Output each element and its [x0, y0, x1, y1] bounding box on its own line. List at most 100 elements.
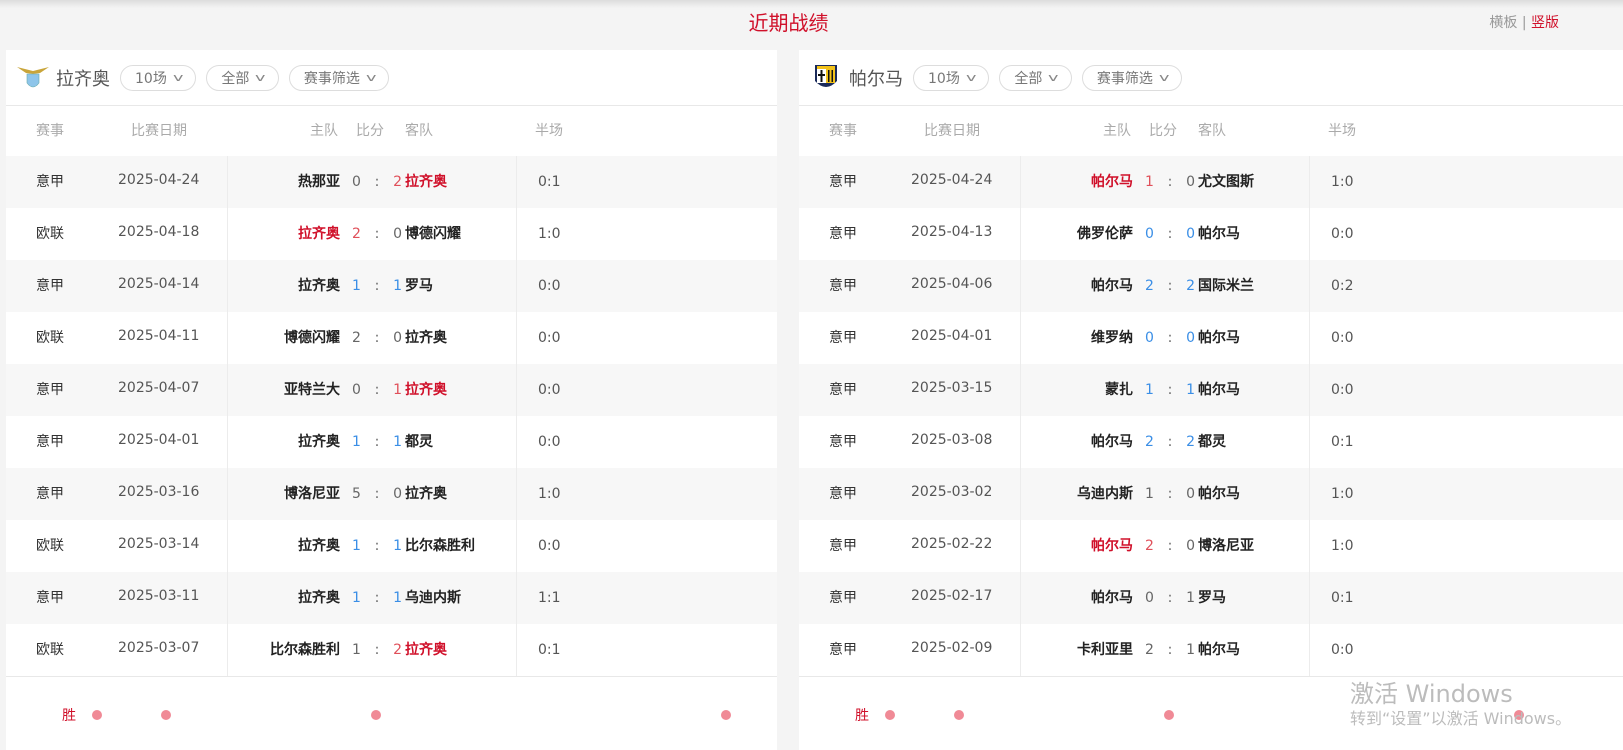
match-date: 2025-03-11 — [118, 588, 200, 604]
home-team[interactable]: 比尔森胜利 — [270, 642, 340, 658]
away-team[interactable]: 拉齐奥 — [405, 382, 447, 398]
match-row[interactable]: 意甲 2025-02-22 帕尔马 2:0 博洛尼亚 1:0 — [799, 520, 1623, 572]
home-team[interactable]: 卡利亚里 — [1077, 642, 1133, 658]
league-filter-dropdown[interactable]: 赛事筛选 v — [288, 64, 390, 91]
view-separator: | — [1521, 15, 1527, 31]
home-score: 2 — [352, 330, 361, 346]
home-team[interactable]: 帕尔马 — [1091, 538, 1133, 554]
divider — [516, 624, 517, 676]
divider — [516, 208, 517, 260]
home-team[interactable]: 帕尔马 — [1091, 174, 1133, 190]
home-team[interactable]: 博洛尼亚 — [284, 486, 340, 502]
home-team[interactable]: 拉齐奥 — [298, 278, 340, 294]
match-score: 0:0 — [1145, 208, 1195, 260]
match-row[interactable]: 意甲 2025-04-01 维罗纳 0:0 帕尔马 0:0 — [799, 312, 1623, 364]
home-score: 0 — [1145, 330, 1154, 346]
away-team[interactable]: 拉齐奥 — [405, 174, 447, 190]
home-team[interactable]: 乌迪内斯 — [1077, 486, 1133, 502]
score-colon: : — [1167, 382, 1173, 398]
home-team[interactable]: 帕尔马 — [1091, 278, 1133, 294]
away-score: 1 — [393, 278, 402, 294]
dropdown-label: 赛事筛选 — [1096, 70, 1153, 87]
match-row[interactable]: 意甲 2025-04-07 亚特兰大 0:1 拉齐奥 0:0 — [6, 364, 777, 416]
home-team[interactable]: 拉齐奥 — [298, 590, 340, 606]
away-team[interactable]: 尤文图斯 — [1198, 174, 1254, 190]
home-score: 2 — [1145, 278, 1154, 294]
away-team[interactable]: 乌迪内斯 — [405, 590, 461, 606]
away-team[interactable]: 拉齐奥 — [405, 642, 447, 658]
home-team[interactable]: 拉齐奥 — [298, 434, 340, 450]
away-team[interactable]: 帕尔马 — [1198, 486, 1240, 502]
divider — [1020, 468, 1021, 520]
away-team[interactable]: 帕尔马 — [1198, 642, 1240, 658]
match-count-dropdown[interactable]: 10场 v — [120, 64, 197, 91]
match-row[interactable]: 意甲 2025-03-11 拉齐奥 1:1 乌迪内斯 1:1 — [6, 572, 777, 624]
home-team[interactable]: 蒙扎 — [1105, 382, 1133, 398]
match-league: 意甲 — [829, 330, 857, 346]
divider — [1309, 624, 1310, 676]
match-score: 1:1 — [352, 520, 402, 572]
away-team[interactable]: 博德闪耀 — [405, 226, 461, 242]
home-team[interactable]: 热那亚 — [298, 174, 340, 190]
away-team[interactable]: 博洛尼亚 — [1198, 538, 1254, 554]
match-row[interactable]: 意甲 2025-02-09 卡利亚里 2:1 帕尔马 0:0 — [799, 624, 1623, 676]
match-row[interactable]: 意甲 2025-04-13 佛罗伦萨 0:0 帕尔马 0:0 — [799, 208, 1623, 260]
match-row[interactable]: 欧联 2025-03-07 比尔森胜利 1:2 拉齐奥 0:1 — [6, 624, 777, 676]
venue-dropdown[interactable]: 全部 v — [999, 64, 1072, 91]
home-team[interactable]: 帕尔马 — [1091, 434, 1133, 450]
match-row[interactable]: 意甲 2025-04-14 拉齐奥 1:1 罗马 0:0 — [6, 260, 777, 312]
match-row[interactable]: 意甲 2025-03-16 博洛尼亚 5:0 拉齐奥 1:0 — [6, 468, 777, 520]
match-row[interactable]: 意甲 2025-04-24 热那亚 0:2 拉齐奥 0:1 — [6, 156, 777, 208]
away-team[interactable]: 帕尔马 — [1198, 330, 1240, 346]
match-row[interactable]: 意甲 2025-04-01 拉齐奥 1:1 都灵 0:0 — [6, 416, 777, 468]
home-team[interactable]: 拉齐奥 — [298, 226, 340, 242]
match-score: 1:1 — [352, 572, 402, 624]
match-row[interactable]: 意甲 2025-02-17 帕尔马 0:1 罗马 0:1 — [799, 572, 1623, 624]
away-team[interactable]: 拉齐奥 — [405, 486, 447, 502]
half-time-score: 1:0 — [1331, 174, 1354, 190]
view-vertical-link[interactable]: 竖版 — [1531, 15, 1559, 31]
league-filter-dropdown[interactable]: 赛事筛选 v — [1081, 64, 1183, 91]
away-team[interactable]: 帕尔马 — [1198, 382, 1240, 398]
divider — [516, 156, 517, 208]
panel-header: 拉齐奥 10场 v 全部 v 赛事筛选 v — [6, 50, 777, 106]
home-team[interactable]: 亚特兰大 — [284, 382, 340, 398]
home-team[interactable]: 佛罗伦萨 — [1077, 226, 1133, 242]
chevron-down-icon: v — [965, 71, 977, 84]
match-count-dropdown[interactable]: 10场 v — [913, 64, 990, 91]
away-team[interactable]: 都灵 — [405, 434, 433, 450]
win-label: 胜 — [855, 708, 869, 724]
away-team[interactable]: 拉齐奥 — [405, 330, 447, 346]
away-score: 0 — [393, 330, 402, 346]
away-team[interactable]: 比尔森胜利 — [405, 538, 475, 554]
away-team[interactable]: 帕尔马 — [1198, 226, 1240, 242]
match-row[interactable]: 意甲 2025-03-15 蒙扎 1:1 帕尔马 0:0 — [799, 364, 1623, 416]
away-score: 0 — [1186, 330, 1195, 346]
venue-dropdown[interactable]: 全部 v — [206, 64, 279, 91]
away-score: 2 — [1186, 278, 1195, 294]
match-row[interactable]: 意甲 2025-04-24 帕尔马 1:0 尤文图斯 1:0 — [799, 156, 1623, 208]
match-date: 2025-04-18 — [118, 224, 200, 240]
home-team[interactable]: 博德闪耀 — [284, 330, 340, 346]
away-team[interactable]: 罗马 — [405, 278, 433, 294]
view-horizontal-link[interactable]: 横板 — [1489, 15, 1518, 31]
match-row[interactable]: 意甲 2025-04-06 帕尔马 2:2 国际米兰 0:2 — [799, 260, 1623, 312]
divider — [227, 468, 228, 520]
match-row[interactable]: 欧联 2025-04-11 博德闪耀 2:0 拉齐奥 0:0 — [6, 312, 777, 364]
home-team[interactable]: 拉齐奥 — [298, 538, 340, 554]
away-team[interactable]: 罗马 — [1198, 590, 1226, 606]
divider — [227, 208, 228, 260]
home-team[interactable]: 维罗纳 — [1091, 330, 1133, 346]
away-team[interactable]: 国际米兰 — [1198, 278, 1254, 294]
match-row[interactable]: 欧联 2025-03-14 拉齐奥 1:1 比尔森胜利 0:0 — [6, 520, 777, 572]
away-team[interactable]: 都灵 — [1198, 434, 1226, 450]
dropdown-label: 10场 — [135, 70, 167, 87]
match-score: 2:0 — [1145, 520, 1195, 572]
chevron-down-icon: v — [1048, 71, 1059, 84]
match-row[interactable]: 意甲 2025-03-02 乌迪内斯 1:0 帕尔马 1:0 — [799, 468, 1623, 520]
half-time-score: 0:0 — [538, 434, 561, 450]
home-team[interactable]: 帕尔马 — [1091, 590, 1133, 606]
match-row[interactable]: 欧联 2025-04-18 拉齐奥 2:0 博德闪耀 1:0 — [6, 208, 777, 260]
match-row[interactable]: 意甲 2025-03-08 帕尔马 2:2 都灵 0:1 — [799, 416, 1623, 468]
match-date: 2025-04-13 — [911, 224, 993, 240]
